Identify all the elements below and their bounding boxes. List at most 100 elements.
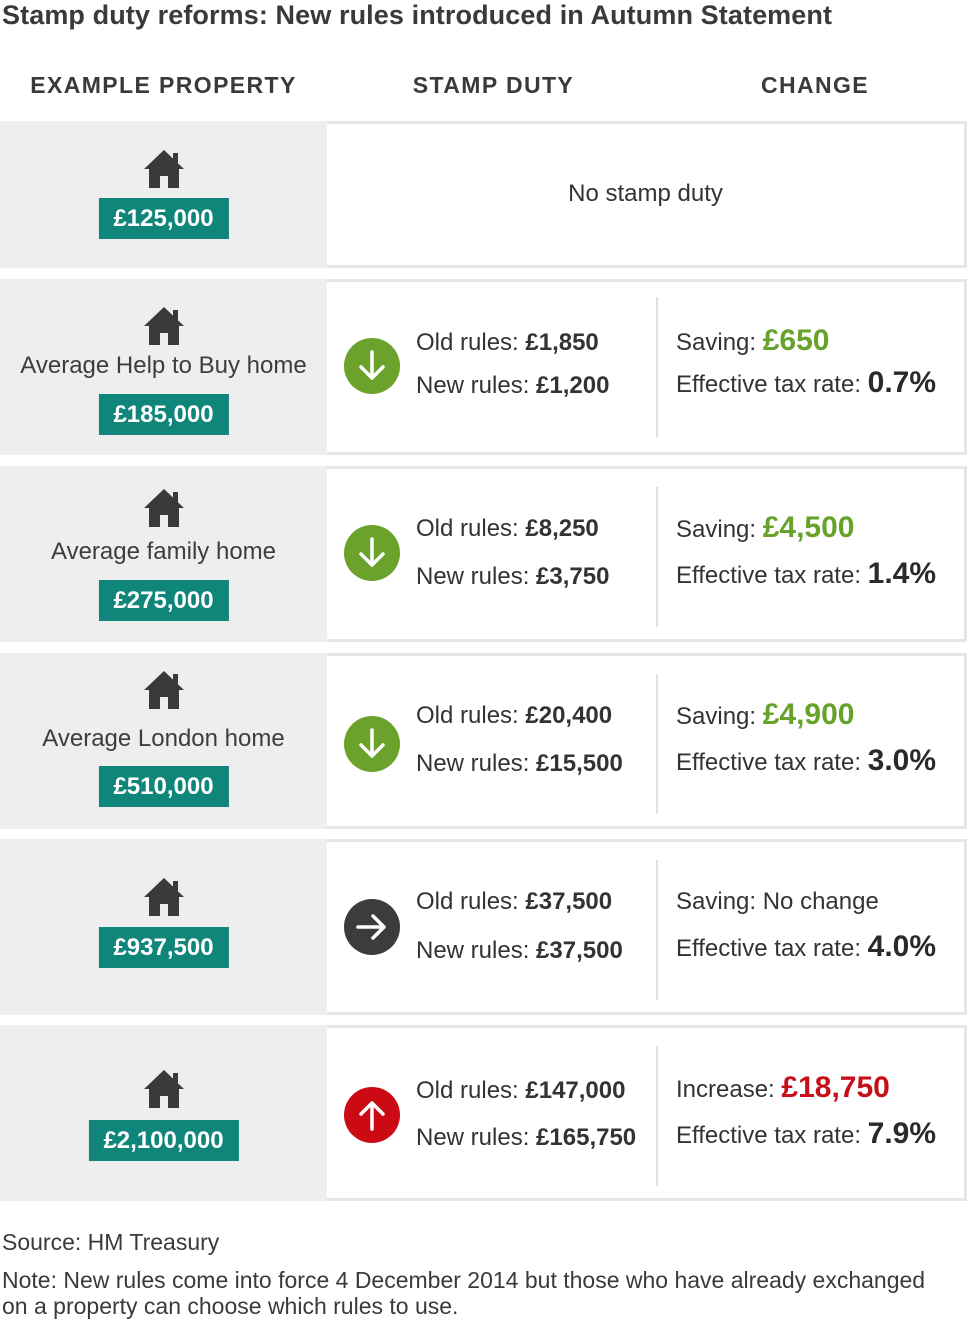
old-rules-line: Old rules: £20,400: [416, 702, 612, 730]
new-rules-line: New rules: £3,750: [416, 563, 609, 591]
tax-rate-label: Effective tax rate:: [676, 562, 868, 589]
note-text: Note: New rules come into force 4 Decemb…: [2, 1267, 926, 1319]
duty-cell: Old rules: £37,500 New rules: £37,500 Sa…: [327, 839, 967, 1015]
new-rules-value: £3,750: [536, 563, 610, 590]
saving-value: £4,900: [762, 698, 855, 731]
house-icon: [142, 487, 186, 529]
tax-rate-value: 4.0%: [867, 930, 937, 963]
header-stamp-duty: STAMP DUTY: [412, 72, 575, 98]
column-divider: [656, 297, 658, 437]
property-cell: Average London home £510,000: [0, 653, 327, 829]
saving-label: Saving:: [676, 329, 763, 356]
property-cell: Average family home £275,000: [0, 466, 327, 642]
tax-rate-label: Effective tax rate:: [676, 935, 868, 962]
column-divider: [656, 1046, 658, 1186]
property-price: £185,000: [98, 394, 229, 435]
saving-line: Saving: £650: [676, 324, 829, 358]
tax-rate-label: Effective tax rate:: [676, 371, 868, 398]
property-price: £510,000: [98, 766, 229, 807]
property-row: £125,000 No stamp duty: [0, 121, 967, 268]
old-rules-line: Old rules: £1,850: [416, 329, 599, 357]
house-icon: [142, 148, 186, 190]
header-change: CHANGE: [760, 72, 870, 98]
old-rules-label: Old rules:: [416, 702, 526, 729]
arrow-down-icon: [344, 525, 400, 581]
duty-cell: No stamp duty: [327, 121, 967, 268]
old-rules-line: Old rules: £147,000: [416, 1077, 625, 1105]
tax-rate-line: Effective tax rate: 7.9%: [676, 1117, 936, 1151]
new-rules-label: New rules:: [416, 372, 537, 399]
old-rules-value: £1,850: [525, 329, 599, 356]
new-rules-label: New rules:: [416, 563, 537, 590]
property-price: £937,500: [98, 927, 229, 968]
old-rules-value: £20,400: [525, 702, 613, 729]
old-rules-value: £147,000: [525, 1077, 626, 1104]
chart-title: Stamp duty reforms: New rules introduced…: [2, 0, 833, 30]
column-divider: [656, 860, 658, 1000]
property-price: £125,000: [98, 198, 229, 239]
house-icon: [142, 876, 186, 918]
old-rules-label: Old rules:: [416, 515, 526, 542]
new-rules-line: New rules: £15,500: [416, 750, 623, 778]
old-rules-line: Old rules: £8,250: [416, 515, 599, 543]
saving-text: Saving: No change: [676, 888, 879, 915]
old-rules-value: £8,250: [525, 515, 599, 542]
house-icon: [142, 1068, 186, 1110]
increase-value: £18,750: [781, 1071, 890, 1104]
property-label: Average Help to Buy home: [20, 352, 307, 379]
property-label: Average London home: [42, 725, 285, 752]
arrow-down-icon: [344, 716, 400, 772]
no-stamp-duty-text: No stamp duty: [568, 180, 723, 207]
new-rules-line: New rules: £37,500: [416, 937, 623, 965]
new-rules-line: New rules: £1,200: [416, 372, 609, 400]
old-rules-label: Old rules:: [416, 329, 526, 356]
property-row: £2,100,000 Old rules: £147,000 New rules…: [0, 1025, 967, 1201]
new-rules-value: £165,750: [536, 1124, 637, 1151]
increase-line: Increase: £18,750: [676, 1071, 890, 1105]
old-rules-value: £37,500: [525, 888, 613, 915]
increase-label: Increase:: [676, 1076, 782, 1103]
new-rules-value: £1,200: [536, 372, 610, 399]
tax-rate-value: 3.0%: [867, 744, 937, 777]
new-rules-label: New rules:: [416, 937, 537, 964]
property-price: £2,100,000: [88, 1120, 239, 1161]
property-cell: Average Help to Buy home £185,000: [0, 279, 327, 455]
tax-rate-line: Effective tax rate: 1.4%: [676, 557, 936, 591]
old-rules-label: Old rules:: [416, 888, 526, 915]
arrow-right-icon: [344, 899, 400, 955]
new-rules-label: New rules:: [416, 1124, 537, 1151]
old-rules-label: Old rules:: [416, 1077, 526, 1104]
saving-line: Saving: £4,500: [676, 511, 854, 545]
saving-line: Saving: No change: [676, 888, 879, 916]
tax-rate-value: 1.4%: [867, 557, 937, 590]
arrow-up-icon: [344, 1087, 400, 1143]
saving-label: Saving:: [676, 703, 763, 730]
new-rules-label: New rules:: [416, 750, 537, 777]
tax-rate-label: Effective tax rate:: [676, 1122, 868, 1149]
property-row: £937,500 Old rules: £37,500 New rules: £…: [0, 839, 967, 1015]
property-cell: £937,500: [0, 839, 327, 1015]
saving-label: Saving:: [676, 516, 763, 543]
duty-cell: Old rules: £20,400 New rules: £15,500 Sa…: [327, 653, 967, 829]
saving-line: Saving: £4,900: [676, 698, 854, 732]
property-row: Average London home £510,000 Old rules: …: [0, 653, 967, 829]
tax-rate-line: Effective tax rate: 3.0%: [676, 744, 936, 778]
arrow-down-icon: [344, 338, 400, 394]
property-price: £275,000: [98, 580, 229, 621]
new-rules-line: New rules: £165,750: [416, 1124, 636, 1152]
tax-rate-value: 0.7%: [867, 366, 937, 399]
saving-value: £4,500: [762, 511, 855, 544]
property-row: Average Help to Buy home £185,000 Old ru…: [0, 279, 967, 455]
saving-value: £650: [762, 324, 830, 357]
tax-rate-label: Effective tax rate:: [676, 749, 868, 776]
house-icon: [142, 305, 186, 347]
column-divider: [656, 487, 658, 627]
property-cell: £125,000: [0, 121, 327, 268]
header-example-property: EXAMPLE PROPERTY: [30, 72, 297, 98]
tax-rate-value: 7.9%: [867, 1117, 937, 1150]
tax-rate-line: Effective tax rate: 4.0%: [676, 930, 936, 964]
source-text: Source: HM Treasury: [2, 1229, 220, 1255]
new-rules-value: £37,500: [536, 937, 623, 964]
duty-cell: Old rules: £1,850 New rules: £1,200 Savi…: [327, 279, 967, 455]
column-divider: [656, 674, 658, 814]
